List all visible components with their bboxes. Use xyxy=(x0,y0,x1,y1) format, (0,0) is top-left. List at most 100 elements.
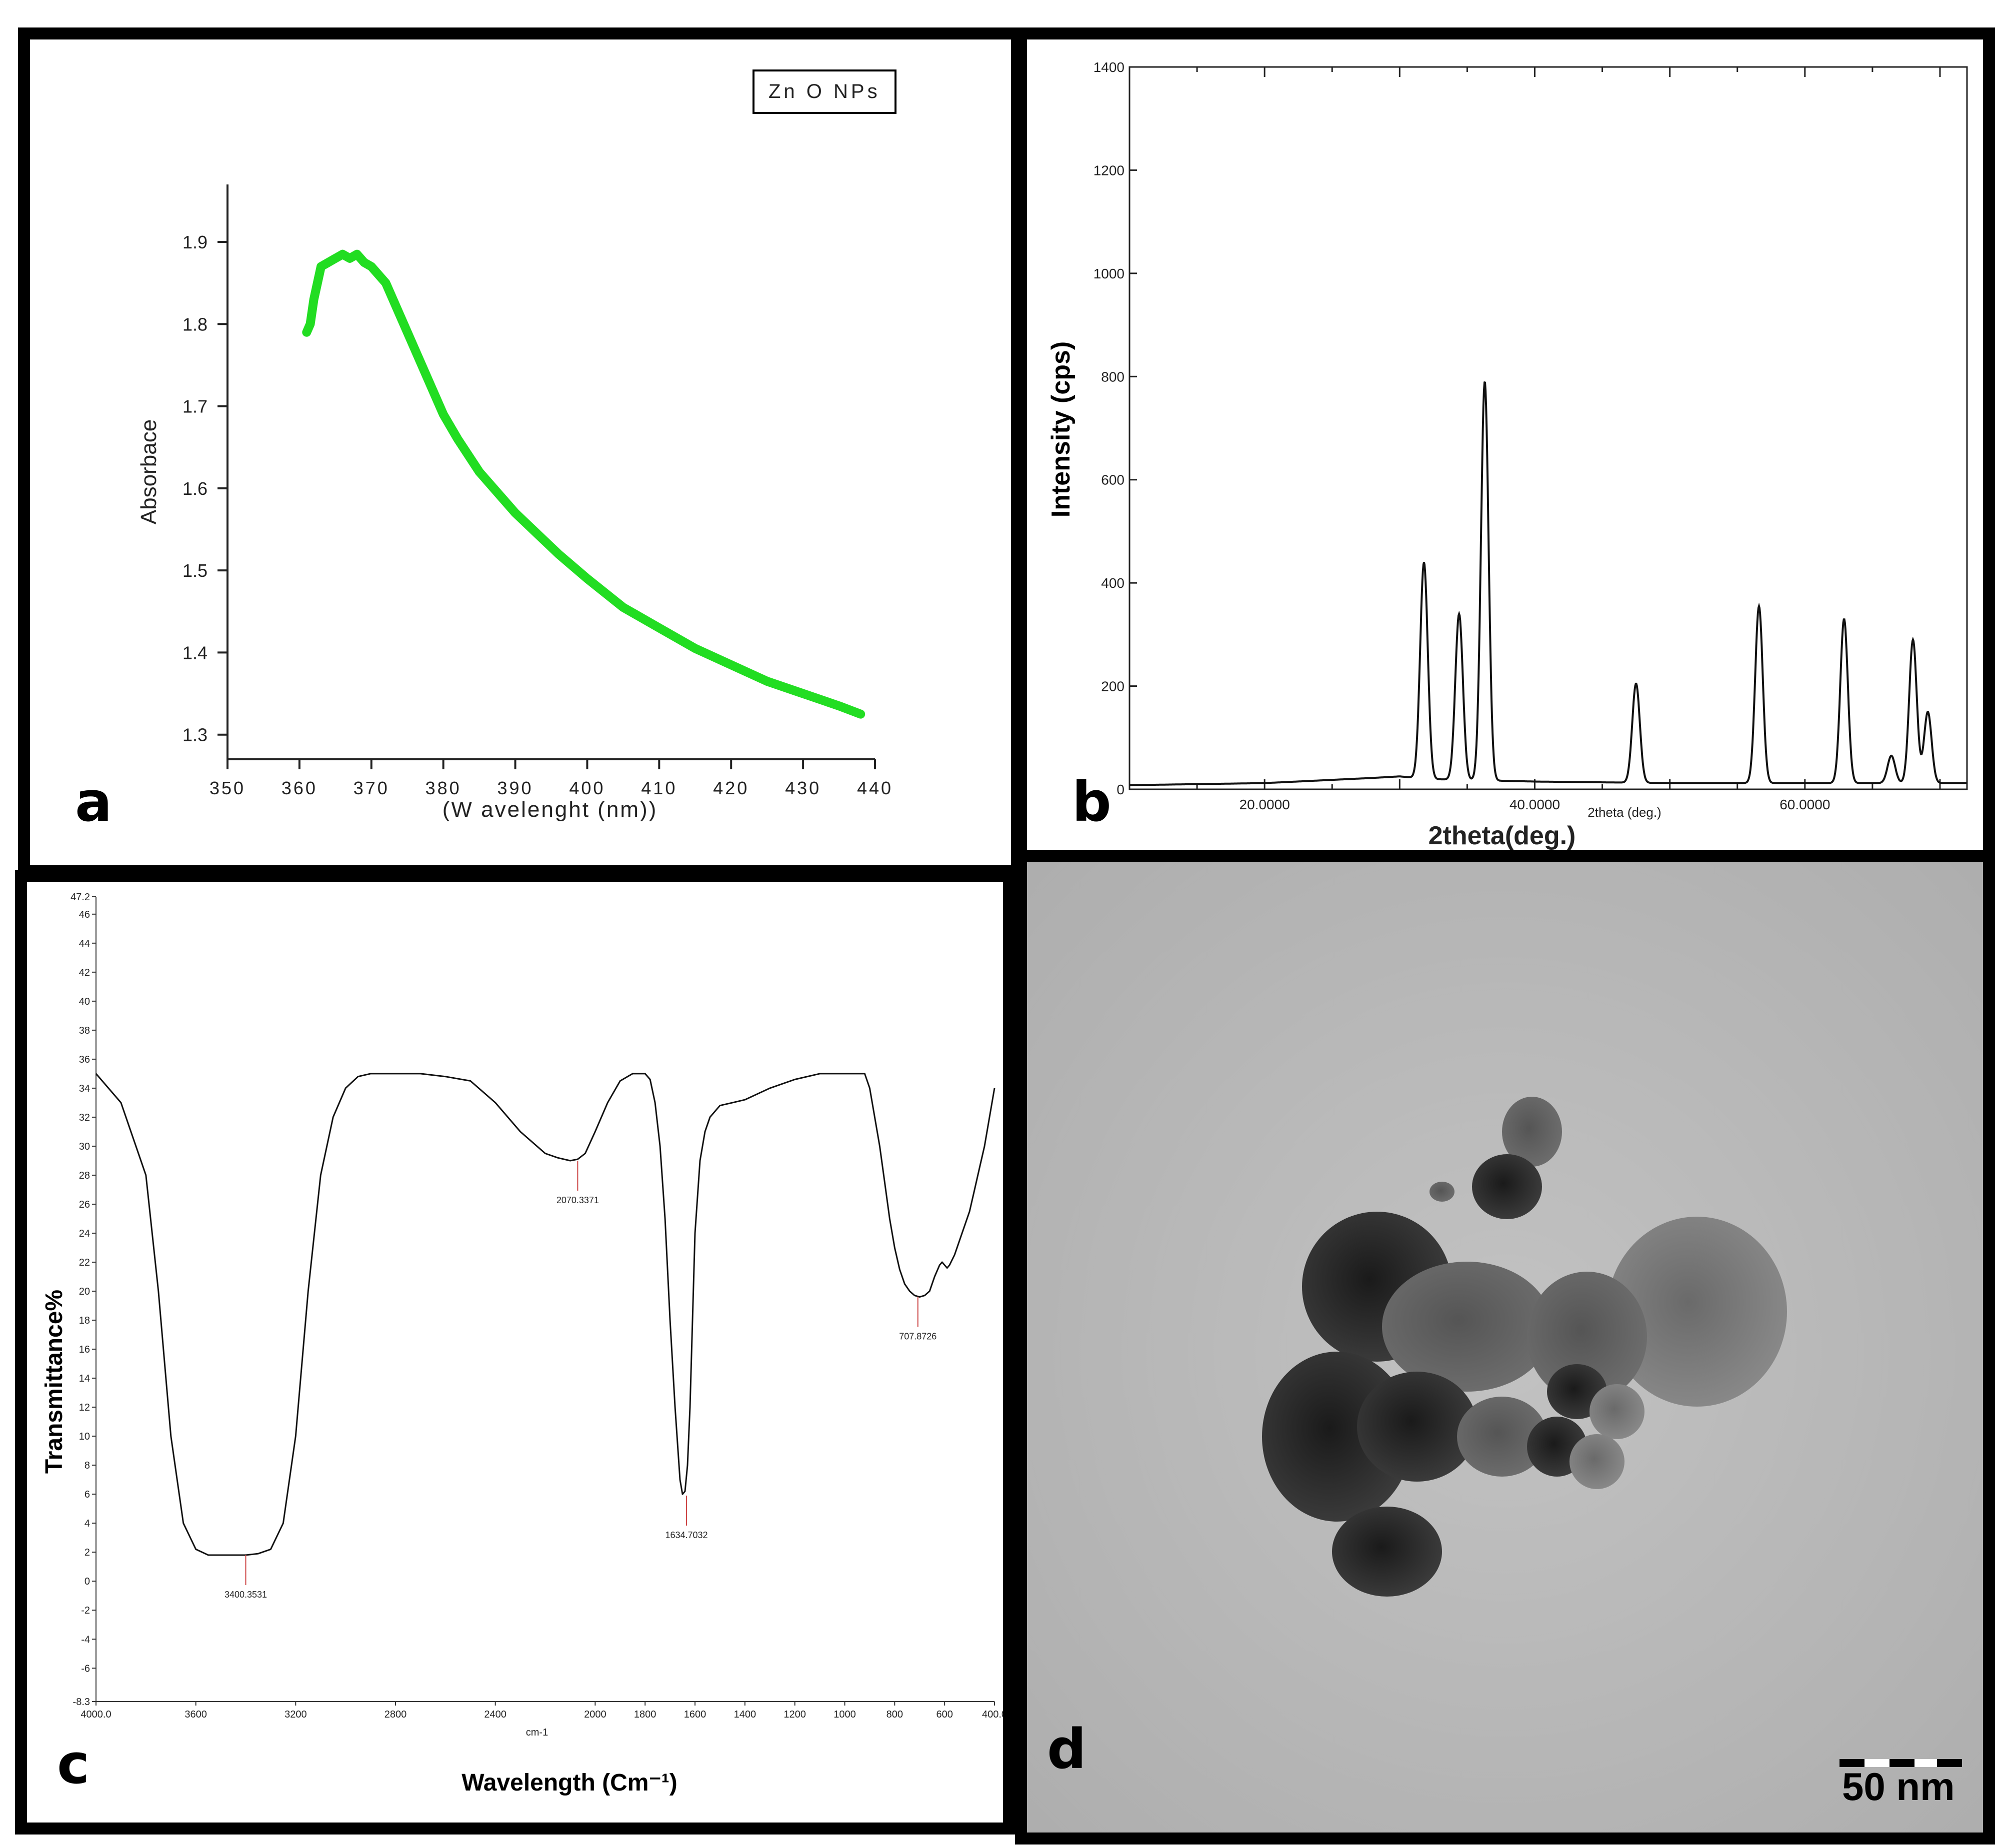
x-axis-title-small: 2theta (deg.) xyxy=(1588,805,1661,820)
xrd-chart: 0 200 400 600 800 1000 1200 1400 20.0000 40.0000 6… xyxy=(1046,59,1968,850)
x-tick-label: 400 xyxy=(569,778,605,798)
y-axis-title: Intensity (cps) xyxy=(1046,341,1076,518)
y-tick-label: 16 xyxy=(79,1344,90,1355)
x-tick-label: 360 xyxy=(282,778,318,798)
panel-b: 0 200 400 600 800 1000 1200 1400 20.0000 40.0000 6… xyxy=(1015,27,1995,877)
x-tick-label: 420 xyxy=(713,778,749,798)
y-tick-label: 600 xyxy=(1101,472,1124,488)
y-tick-label: 1.9 xyxy=(182,232,208,252)
x-tick-label: 1400 xyxy=(734,1709,756,1720)
ftir-chart: -8.3-6-4-2024681012141618202224262830323… xyxy=(41,892,1003,1796)
x-tick-label: 600 xyxy=(936,1709,952,1720)
y-tick-label: 20 xyxy=(79,1286,90,1297)
data-point xyxy=(802,692,804,695)
y-tick-label: 47.2 xyxy=(70,892,90,903)
x-tick-label: 800 xyxy=(886,1709,903,1720)
data-point xyxy=(838,705,840,707)
y-tick-label: 2 xyxy=(84,1547,90,1558)
y-tick-label: 22 xyxy=(79,1257,90,1268)
data-point xyxy=(327,261,330,264)
xrd-pattern-line xyxy=(1130,381,1966,786)
data-point xyxy=(586,577,588,580)
data-point xyxy=(694,647,696,650)
data-point xyxy=(622,606,624,609)
x-tick-label: 400.0 xyxy=(982,1709,1003,1720)
y-tick-label: 1.4 xyxy=(182,642,208,663)
x-tick-label: 40.0000 xyxy=(1510,797,1560,812)
x-axis-title: Wavelength (Cm⁻¹) xyxy=(462,1770,678,1796)
ftir-spectrum-line xyxy=(95,1073,996,1556)
data-point xyxy=(342,253,344,255)
data-point xyxy=(658,627,660,629)
y-tick-label: 32 xyxy=(79,1112,90,1123)
data-point xyxy=(536,532,538,535)
chart-legend: Zn O NPs xyxy=(752,69,896,114)
x-tick-label: 410 xyxy=(641,778,677,798)
x-tick-label: 440 xyxy=(857,778,893,798)
x-tick-label: 1600 xyxy=(684,1709,706,1720)
y-tick-label: -8.3 xyxy=(73,1697,90,1708)
x-tick-label: 390 xyxy=(498,778,534,798)
x-axis-title: 2theta(deg.) xyxy=(1428,821,1576,850)
y-tick-label: 46 xyxy=(79,909,90,920)
y-tick-label: 1.7 xyxy=(182,396,208,417)
x-tick-label: 380 xyxy=(426,778,462,798)
y-tick-label: 30 xyxy=(79,1141,90,1152)
scale-bar xyxy=(1840,1759,1962,1767)
y-tick-label: 26 xyxy=(79,1199,90,1210)
x-tick-label: 350 xyxy=(210,778,246,798)
data-point xyxy=(428,380,430,383)
data-point xyxy=(306,331,308,333)
x-tick-label: 4000.0 xyxy=(80,1709,111,1720)
y-tick-label: 28 xyxy=(79,1170,90,1181)
y-axis-title: Absorbace xyxy=(136,419,161,524)
xrd-peak xyxy=(1484,381,1486,382)
y-tick-label: 200 xyxy=(1101,679,1124,694)
xrd-peak xyxy=(1912,639,1914,640)
panel-letter-a: a xyxy=(75,770,112,834)
y-tick-label: 14 xyxy=(79,1373,90,1384)
data-point xyxy=(860,713,862,715)
xrd-peak xyxy=(1890,755,1892,756)
y-tick-label: 1.8 xyxy=(182,314,208,334)
panel-letter-b: b xyxy=(1072,770,1112,834)
x-unit-small: cm-1 xyxy=(526,1727,548,1738)
x-tick-label: 20.0000 xyxy=(1240,797,1290,812)
y-tick-label: 10 xyxy=(79,1431,90,1442)
x-tick-label: 1000 xyxy=(834,1709,856,1720)
data-point xyxy=(312,298,315,300)
y-tick-label: -2 xyxy=(81,1605,90,1616)
data-point xyxy=(557,553,560,555)
panel-letter-d: d xyxy=(1047,1717,1086,1781)
absorbance-series-line xyxy=(302,249,866,719)
data-point xyxy=(399,314,402,317)
x-tick-label: 1200 xyxy=(784,1709,806,1720)
y-axis-title: Transmittance% xyxy=(41,1290,68,1474)
y-tick-label: 1400 xyxy=(1094,59,1124,75)
tem-micrograph xyxy=(1027,862,1983,1833)
y-tick-label: 6 xyxy=(84,1489,90,1500)
y-tick-label: -6 xyxy=(81,1663,90,1674)
data-point xyxy=(478,471,480,473)
plot-frame xyxy=(1128,66,1968,790)
data-point xyxy=(320,265,322,268)
data-point xyxy=(348,257,351,259)
y-tick-label: 1.3 xyxy=(182,725,208,745)
data-point xyxy=(363,261,366,264)
x-axis-title: (W avelenght (nm)) xyxy=(442,797,658,822)
y-tick-label: 1200 xyxy=(1094,162,1124,178)
y-tick-label: 8 xyxy=(84,1460,90,1471)
data-point xyxy=(334,257,336,259)
y-tick-label: 1.6 xyxy=(182,478,208,499)
data-point xyxy=(730,664,732,666)
scale-bar-label: 50 nm xyxy=(1842,1765,1955,1809)
data-point xyxy=(370,265,372,268)
x-tick-label: 2800 xyxy=(384,1709,407,1720)
x-tick-label: 60.0000 xyxy=(1780,797,1830,812)
y-tick-label: 12 xyxy=(79,1402,90,1413)
y-tick-label: 0 xyxy=(1116,782,1124,797)
data-point xyxy=(442,413,444,415)
x-tick-label: 2000 xyxy=(584,1709,606,1720)
y-tick-label: -4 xyxy=(81,1634,90,1645)
x-tick-label: 3600 xyxy=(184,1709,207,1720)
